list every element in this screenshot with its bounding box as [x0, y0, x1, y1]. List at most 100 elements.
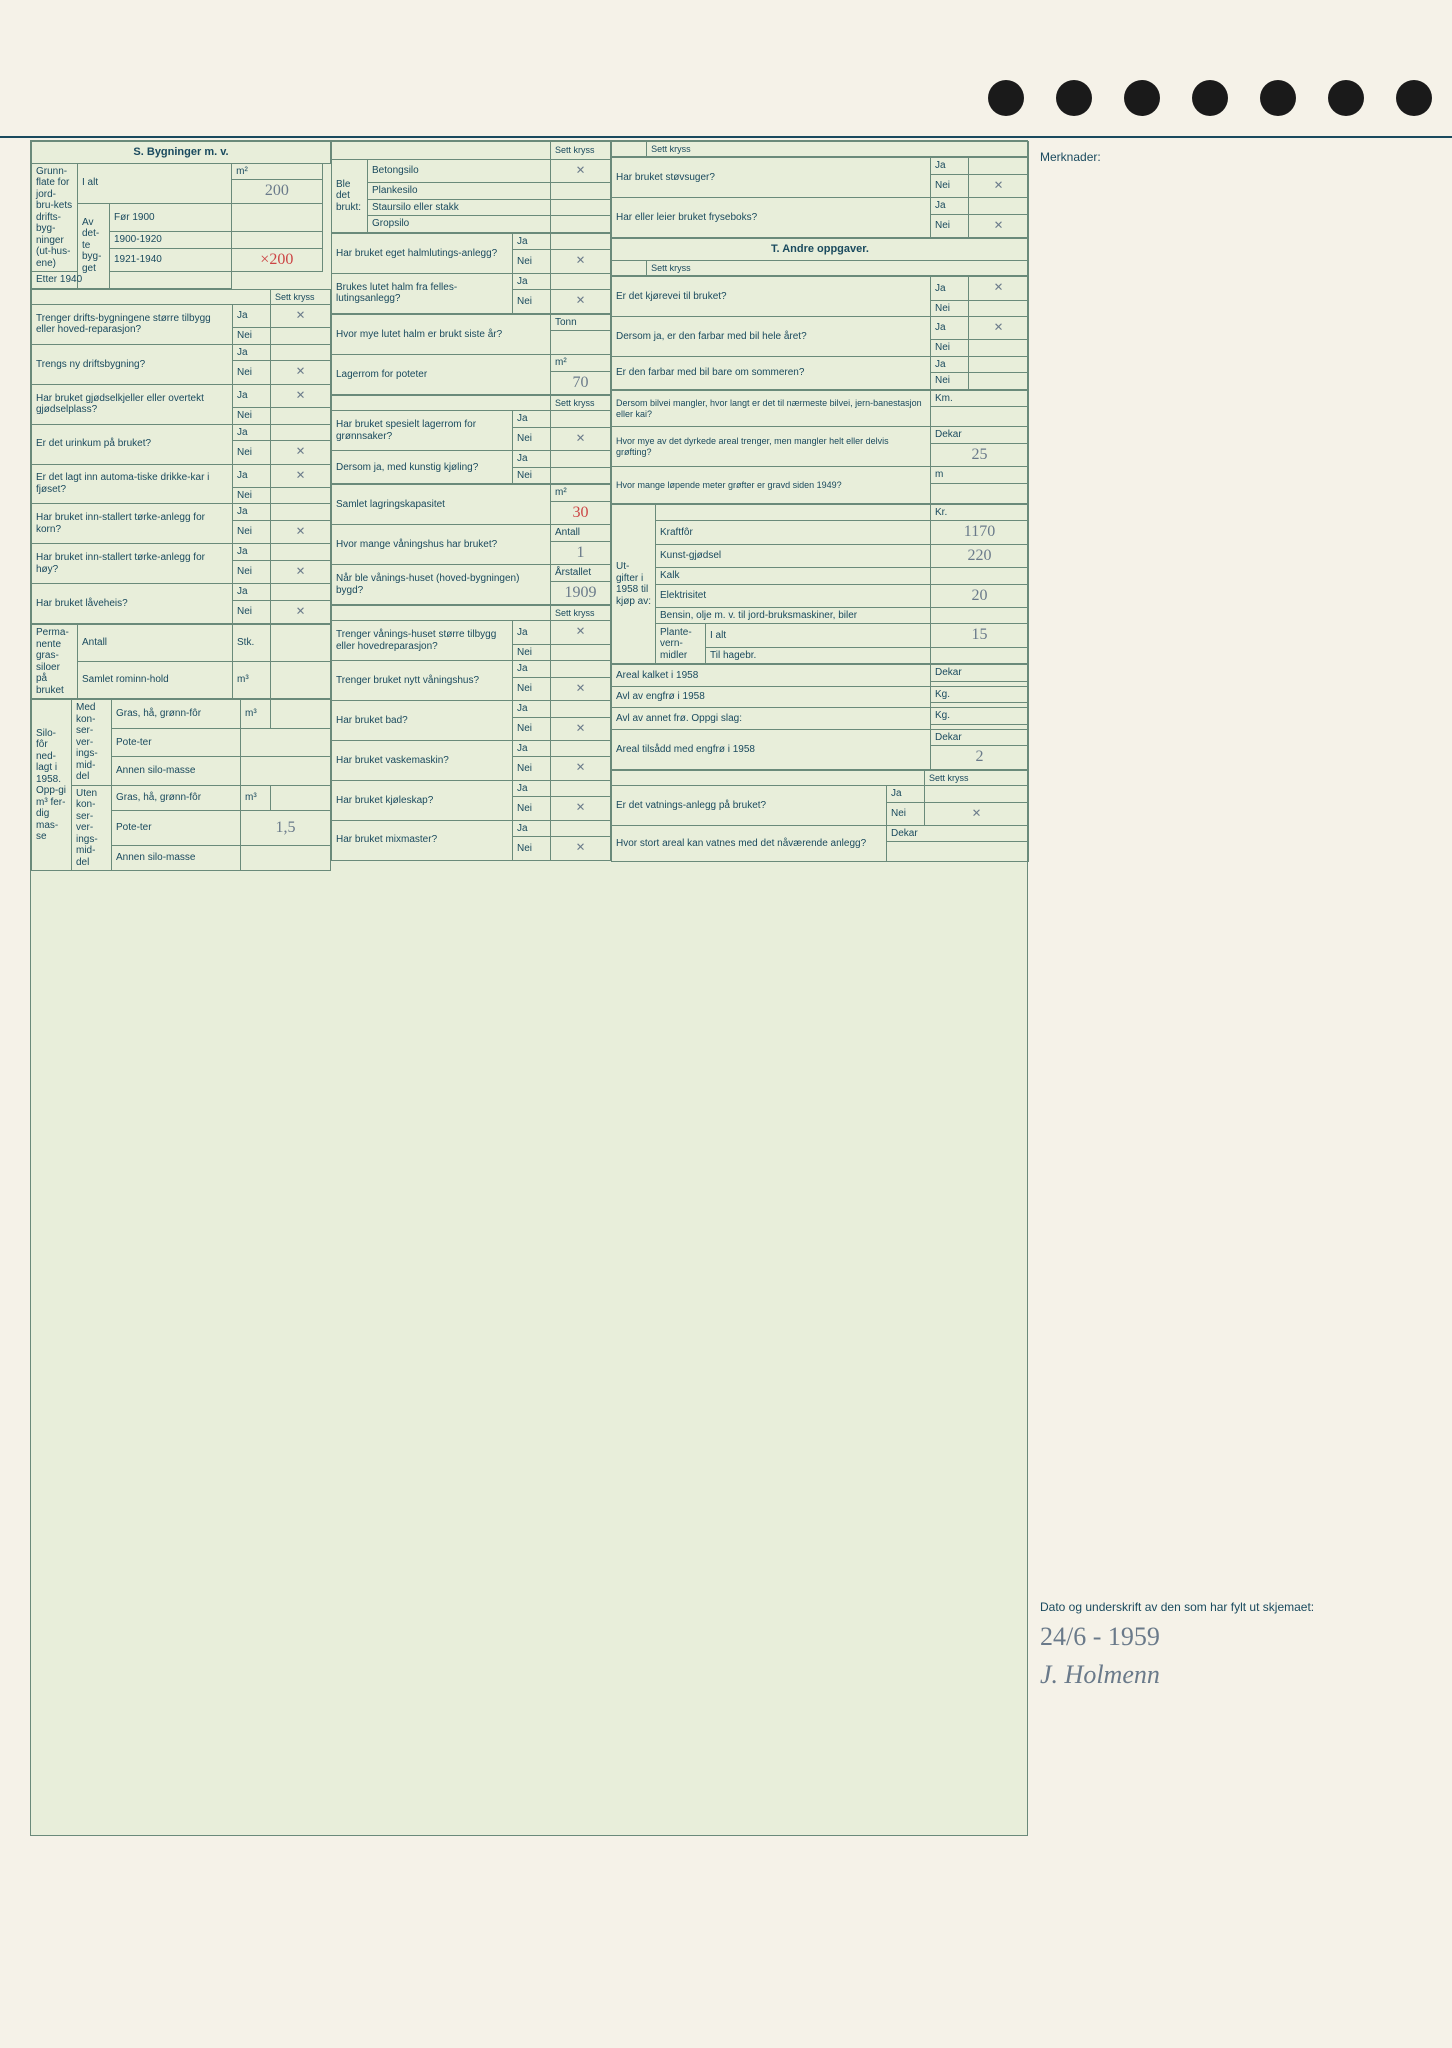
unit-m2: m²	[232, 163, 322, 180]
sett-kryss-5: Sett kryss	[925, 770, 1029, 785]
vant-val[interactable]: 1	[551, 541, 611, 564]
sett-kryss-4: Sett kryss	[647, 260, 1029, 275]
c2q2-3: Har bruket vaskemaskin?	[332, 740, 513, 780]
c2q2-2-nei[interactable]: ×	[551, 717, 611, 740]
gropsilo: Gropsilo	[368, 216, 551, 233]
c2q2-1-ja[interactable]	[551, 661, 611, 678]
utg-3-val[interactable]: 20	[931, 584, 1029, 607]
q-c1q-1-nei[interactable]: ×	[271, 361, 331, 384]
ble-brukt-label: Ble det brukt:	[332, 160, 368, 233]
q-tq-1: Dersom ja, er den farbar med bil hele år…	[612, 317, 931, 357]
utg-4-val[interactable]	[931, 607, 1029, 624]
plankesilo: Plankesilo	[368, 183, 551, 200]
q-c3top-1-nei[interactable]: ×	[969, 214, 1029, 237]
vaningshus-ant: Hvor mange våningshus har bruket?	[332, 525, 551, 565]
q-c1q-0-ja[interactable]: ×	[271, 304, 331, 327]
c2q2-0-nei[interactable]	[551, 644, 611, 661]
c2q2-0-ja[interactable]: ×	[551, 621, 611, 644]
q-c1q-0-nei[interactable]	[271, 328, 331, 345]
q-c1q-3: Er det urinkum på bruket?	[32, 424, 233, 464]
utg-1-val[interactable]: 220	[931, 544, 1029, 567]
q-c1q-6-nei[interactable]: ×	[271, 560, 331, 583]
lagringskaps: Samlet lagringskapasitet	[332, 485, 551, 525]
var-unit: Årstallet	[551, 565, 611, 582]
signature-label: Dato og underskrift av den som har fylt …	[1040, 1600, 1420, 1614]
q-tq-2-nei[interactable]	[969, 373, 1029, 390]
grofting: Hvor mye av det dyrkede areal trenger, m…	[612, 427, 931, 467]
period-0: Før 1900	[110, 203, 232, 232]
c3b-0: Areal kalket i 1958	[612, 665, 931, 687]
q-c3top-0-nei[interactable]: ×	[969, 174, 1029, 197]
c2q2-5-ja[interactable]	[551, 820, 611, 837]
q-c1q-2: Har bruket gjødselkjeller eller overtekt…	[32, 384, 233, 424]
lager-gron-nei[interactable]: ×	[551, 427, 611, 450]
sett-kryss-2: Sett kryss	[551, 396, 611, 411]
q-tq-0-nei[interactable]	[969, 300, 1029, 317]
q-tq-2-ja[interactable]	[969, 356, 1029, 373]
c2q2-4-nei[interactable]: ×	[551, 797, 611, 820]
c3b-2: Avl av annet frø. Oppgi slag:	[612, 708, 931, 730]
q-c1q-7-nei[interactable]: ×	[271, 600, 331, 623]
vatning-nei[interactable]: ×	[925, 802, 1029, 825]
q-tq-0: Er det kjørevei til bruket?	[612, 277, 931, 317]
q-c1q-7-ja[interactable]	[271, 584, 331, 601]
pv-ialt[interactable]: 15	[931, 624, 1029, 647]
q-c3top-0-ja[interactable]	[969, 158, 1029, 175]
q-c1q-3-nei[interactable]: ×	[271, 441, 331, 464]
c2q2-4-ja[interactable]	[551, 780, 611, 797]
q-tq-0-ja[interactable]: ×	[969, 277, 1029, 300]
grunnflate-label: Grunn-flate for jord-bru-kets drifts-byg…	[32, 163, 78, 272]
silofor-uten-pot[interactable]: 1,5	[241, 810, 331, 845]
c3b-3-val[interactable]: 2	[931, 746, 1029, 769]
q-c1q-1: Trengs ny driftsbygning?	[32, 344, 233, 384]
c2q2-2-ja[interactable]	[551, 701, 611, 718]
q-c3top-1-ja[interactable]	[969, 198, 1029, 215]
q-c1q-5-ja[interactable]	[271, 504, 331, 521]
lager-pot-val[interactable]: 70	[551, 371, 611, 394]
signature-name: J. Holmenn	[1040, 1660, 1420, 1690]
ialt-value[interactable]: 200	[232, 180, 322, 203]
q-c1q-4-nei[interactable]	[271, 487, 331, 504]
q-c1q-1-ja[interactable]	[271, 344, 331, 361]
lager-gron: Har bruket spesielt lagerrom for grønnsa…	[332, 411, 513, 451]
q-c1q-2-nei[interactable]	[271, 408, 331, 425]
grofter: Hvor mange løpende meter grøfter er grav…	[612, 467, 931, 504]
var-val[interactable]: 1909	[551, 581, 611, 604]
q-tq-1-nei[interactable]	[969, 340, 1029, 357]
q-c2q-1-nei[interactable]: ×	[551, 290, 611, 313]
q-c1q-6-ja[interactable]	[271, 544, 331, 561]
lutet-halm: Hvor mye lutet halm er brukt siste år?	[332, 314, 551, 355]
bilvei-unit: Km.	[931, 390, 1029, 407]
q-c2q-0: Har bruket eget halmlutings-anlegg?	[332, 233, 513, 273]
utg-2-val[interactable]	[931, 568, 1029, 585]
q-c2q-1-ja[interactable]	[551, 273, 611, 290]
c2q2-3-nei[interactable]: ×	[551, 757, 611, 780]
q-c2q-0-nei[interactable]: ×	[551, 250, 611, 273]
grofting-val[interactable]: 25	[931, 443, 1029, 466]
betongsilo-x[interactable]: ×	[551, 160, 611, 183]
plantevernmidler: Plante-vern-midler	[656, 624, 706, 664]
lagkaps-val[interactable]: 30	[551, 501, 611, 524]
siloer-stk: Stk.	[233, 625, 271, 662]
q-tq-1-ja[interactable]: ×	[969, 317, 1029, 340]
q-c1q-3-ja[interactable]	[271, 424, 331, 441]
c2q2-1-nei[interactable]: ×	[551, 677, 611, 700]
q-c1q-2-ja[interactable]: ×	[271, 384, 331, 407]
c3b-1: Avl av engfrø i 1958	[612, 686, 931, 708]
q-c1q-5-nei[interactable]: ×	[271, 520, 331, 543]
c3b-3: Areal tilsådd med engfrø i 1958	[612, 729, 931, 769]
utg-2: Kalk	[656, 568, 931, 585]
staursilo: Staursilo eller stakk	[368, 199, 551, 216]
q-c1q-4-ja[interactable]: ×	[271, 464, 331, 487]
c2q2-3-ja[interactable]	[551, 740, 611, 757]
p1921-value[interactable]: ×200	[232, 248, 322, 271]
q-c1q-7: Har bruket låveheis?	[32, 584, 233, 624]
betongsilo: Betongsilo	[368, 160, 551, 183]
utg-0-val[interactable]: 1170	[931, 521, 1029, 544]
c2q2-0: Trenger vånings-huset større tilbygg ell…	[332, 621, 513, 661]
grofting-unit: Dekar	[931, 427, 1029, 444]
q-c2q-0-ja[interactable]	[551, 233, 611, 250]
c2q2-5-nei[interactable]: ×	[551, 837, 611, 860]
vatn-unit: Dekar	[887, 825, 1029, 842]
silofor-label: Silo-fôr ned-lagt i 1958. Opp-gi m³ fer-…	[32, 700, 72, 871]
